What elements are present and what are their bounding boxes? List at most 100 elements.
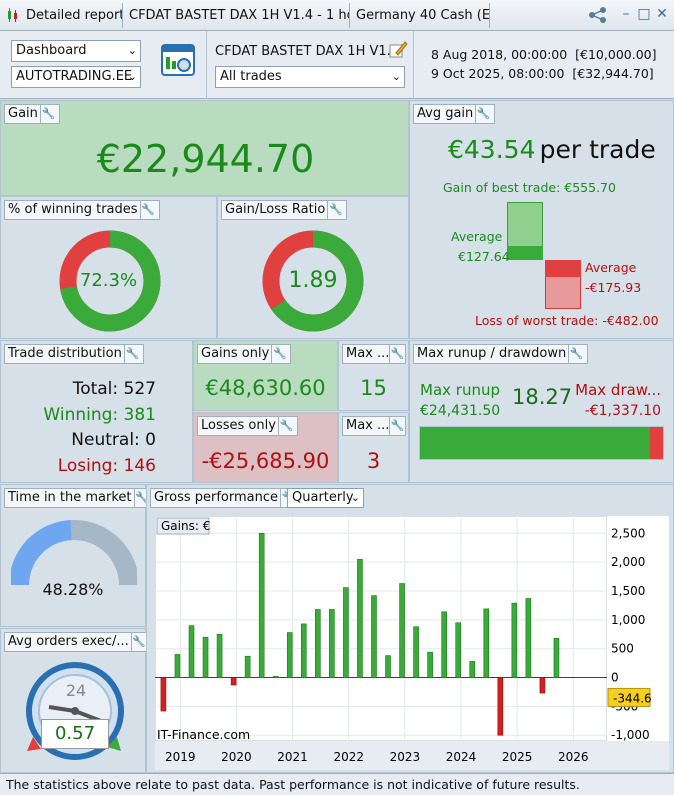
avg-gain-title[interactable]: Avg gain 🔧	[413, 104, 496, 124]
chart-bar	[272, 676, 279, 678]
minimize-icon[interactable]: –	[622, 6, 630, 22]
gauge-fill	[11, 520, 73, 586]
avg-neg-label: Average	[585, 260, 637, 275]
wrench-icon[interactable]: 🔧	[130, 633, 147, 651]
wrench-icon[interactable]: 🔧	[568, 345, 584, 363]
report-settings-icon[interactable]	[160, 41, 198, 81]
market-title-label: Time in the market	[8, 490, 132, 505]
max-consecutive-losses-panel: Max ... 🔧 3	[338, 412, 409, 483]
runup-title[interactable]: Max runup / drawdown 🔧	[413, 344, 589, 364]
distribution-neutral: Neutral: 0	[71, 430, 156, 450]
runup-ratio: 18.27	[512, 385, 573, 409]
losses-only-panel: Losses only 🔧 -€25,685.90	[193, 412, 338, 483]
avg-pos-value: €127.64	[458, 249, 510, 264]
chart-bar	[286, 632, 293, 678]
winning-title[interactable]: % of winning trades 🔧	[4, 200, 160, 220]
tab-label: Germany 40 Cash (E1)	[356, 8, 490, 23]
winning-donut	[59, 230, 161, 332]
account-select-value: AUTOTRADING.EE	[16, 69, 133, 84]
wrench-icon[interactable]: 🔧	[475, 105, 491, 123]
orders-value: 0.57	[41, 719, 109, 749]
distribution-title[interactable]: Trade distribution 🔧	[4, 344, 144, 364]
tab-instrument[interactable]: Germany 40 Cash (E1)	[350, 3, 490, 28]
market-value: 48.28%	[42, 580, 104, 599]
gross-title[interactable]: Gross performance🔧	[150, 488, 301, 508]
market-gauge	[11, 520, 137, 586]
wrench-icon[interactable]: 🔧	[139, 201, 156, 219]
view-select[interactable]: Dashboard ⌄	[11, 40, 141, 62]
view-select-value: Dashboard	[16, 43, 87, 58]
period-select-value: Quarterly	[292, 490, 354, 505]
wrench-icon[interactable]: 🔧	[39, 105, 56, 123]
chevron-down-icon: ⌄	[391, 70, 401, 83]
wrench-icon[interactable]: 🔧	[327, 201, 343, 219]
period-select[interactable]: Quarterly ⌄	[287, 488, 364, 508]
candlestick-icon	[8, 8, 17, 22]
max-consecutive-wins-panel: Max ... 🔧 15	[338, 340, 409, 411]
chart-bar	[371, 595, 377, 678]
wrench-icon[interactable]: 🔧	[271, 345, 287, 363]
wrench-icon[interactable]: 🔧	[133, 489, 150, 507]
period-start: 8 Aug 2018, 00:00:00 [€10,000.00]	[431, 47, 657, 62]
chart-bar	[258, 533, 265, 678]
toolbar-divider	[206, 31, 207, 99]
gross-chart: -1,000-50005001,0001,5002,0002,500201920…	[155, 516, 669, 770]
orders-title[interactable]: Avg orders exec/... 🔧	[4, 632, 151, 652]
tab-label: CFDAT BASTET DAX 1H V1.4 - 1 hour	[129, 8, 350, 23]
chart-bar	[202, 636, 209, 678]
chart-bar	[230, 677, 237, 686]
runup-panel: Max runup / drawdown 🔧 Max runup €24,431.…	[409, 340, 674, 483]
gain-value: €22,944.70	[96, 137, 315, 181]
chart-bar	[216, 633, 223, 678]
wrench-icon[interactable]: 🔧	[389, 417, 405, 435]
max-bottom-title[interactable]: Max ... 🔧	[342, 416, 406, 436]
wrench-icon[interactable]: 🔧	[123, 345, 140, 363]
maximize-icon[interactable]: □	[637, 6, 651, 22]
x-tick-label: 2021	[277, 750, 308, 764]
market-title[interactable]: Time in the market 🔧	[4, 488, 154, 508]
x-tick-label: 2023	[390, 750, 421, 764]
max-top-title[interactable]: Max ... 🔧	[342, 344, 406, 364]
share-icon[interactable]	[588, 6, 608, 24]
gain-title[interactable]: Gain 🔧	[4, 104, 60, 124]
avg-neg-value: -€175.93	[585, 280, 642, 295]
wrench-icon[interactable]: 🔧	[277, 417, 294, 435]
trades-select[interactable]: All trades ⌄	[215, 66, 405, 88]
tab-strategy[interactable]: CFDAT BASTET DAX 1H V1.4 - 1 hour	[123, 3, 350, 28]
clock-icon	[26, 662, 124, 760]
y-tick-label: 2,000	[611, 555, 645, 569]
distribution-panel: Trade distribution 🔧 Total: 527 Winning: …	[0, 340, 193, 483]
runup-value: €24,431.50	[420, 403, 501, 419]
chart-bar	[427, 651, 433, 678]
runup-title-label: Max runup / drawdown	[417, 346, 567, 361]
donut-win-arc	[59, 230, 161, 332]
chart-bar	[469, 661, 476, 678]
y-tick-label: 2,500	[611, 526, 645, 540]
ratio-value: 1.89	[288, 268, 338, 293]
disclaimer-footer: The statistics above relate to past data…	[0, 773, 674, 795]
close-icon[interactable]: ✕	[656, 6, 668, 22]
tab-detailed-report[interactable]: Detailed report	[0, 3, 123, 28]
y-tick-label: 0	[611, 671, 619, 685]
best-trade-label: Gain of best trade: €555.70	[443, 180, 616, 195]
ratio-title[interactable]: Gain/Loss Ratio 🔧	[221, 200, 348, 220]
distribution-title-label: Trade distribution	[8, 346, 122, 361]
y-tick-label: 500	[611, 642, 634, 656]
losses-only-title[interactable]: Losses only 🔧	[197, 416, 298, 436]
chevron-down-icon: ⌄	[127, 44, 137, 57]
gains-only-title[interactable]: Gains only 🔧	[197, 344, 292, 364]
last-value-label: -344.6	[613, 691, 652, 705]
edit-icon[interactable]	[388, 39, 408, 59]
runup-label: Max runup	[420, 381, 500, 399]
tab-label: Detailed report	[26, 8, 123, 23]
donut-gain-arc	[262, 230, 364, 332]
chart-bar	[329, 609, 335, 678]
distribution-list: Total: 527 Winning: 381 Neutral: 0 Losin…	[43, 377, 156, 479]
chart-bar	[413, 626, 419, 678]
chart-bar	[357, 558, 363, 678]
x-tick-label: 2026	[558, 750, 589, 764]
runup-bar-fill	[420, 427, 651, 459]
wrench-icon[interactable]: 🔧	[389, 345, 405, 363]
account-select[interactable]: AUTOTRADING.EE ⌄	[11, 66, 141, 88]
chart-bar	[525, 598, 532, 678]
